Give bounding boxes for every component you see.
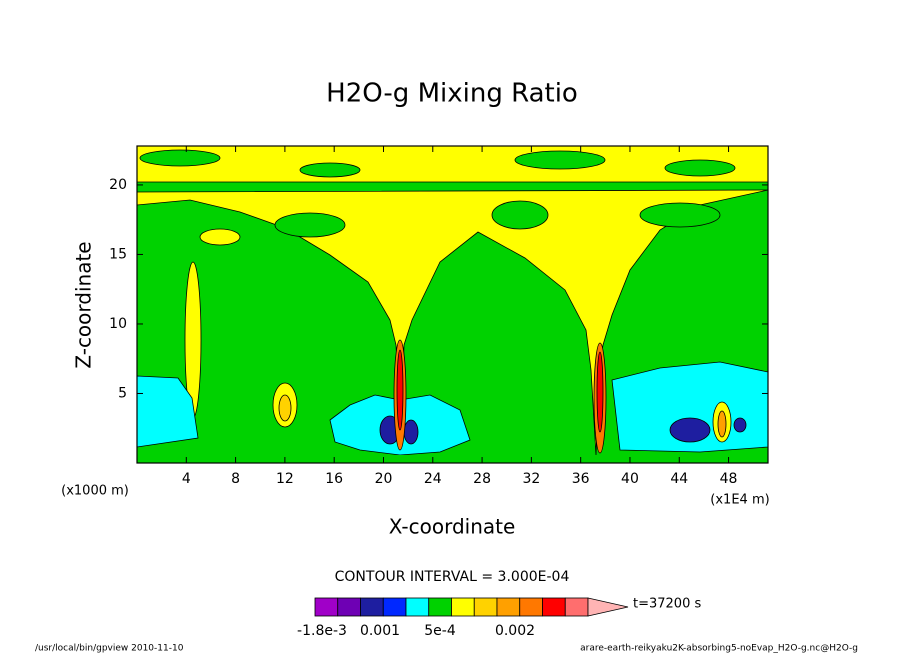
colorbar-box xyxy=(564,597,589,617)
colorbar: -1.8e-3 0.001 5e-4 0.002 xyxy=(297,597,629,639)
contour-region xyxy=(733,417,747,433)
x-tick-label: 36 xyxy=(572,471,590,487)
chart-title: H2O-g Mixing Ratio xyxy=(326,79,578,109)
colorbar-box xyxy=(519,597,543,617)
contour-region xyxy=(403,419,419,445)
contour-region xyxy=(717,410,727,438)
colorbar-arrow xyxy=(587,597,629,617)
x-tick-label: 32 xyxy=(522,471,540,487)
contour-region xyxy=(664,159,736,177)
y-unit-label: (x1000 m) xyxy=(61,484,129,499)
footer-left: /usr/local/bin/gpview 2010-11-10 xyxy=(35,644,184,654)
contour-region xyxy=(139,149,221,167)
x-tick-label: 16 xyxy=(325,471,343,487)
contour-field xyxy=(137,146,768,463)
colorbar-box xyxy=(542,597,566,617)
x-tick-label: 28 xyxy=(473,471,491,487)
colorbar-box xyxy=(405,597,430,617)
colorbar-box xyxy=(428,597,452,617)
colorbar-box xyxy=(473,597,498,617)
time-label: t=37200 s xyxy=(633,597,701,612)
x-tick-label: 24 xyxy=(424,471,442,487)
colorbar-box xyxy=(360,597,384,617)
y-tick-label: 20 xyxy=(109,177,127,193)
colorbar-label: 0.002 xyxy=(495,623,535,639)
contour-region xyxy=(491,200,549,230)
colorbar-box xyxy=(451,597,475,617)
footer-right: arare-earth-reikyaku2K-absorbing5-noEvap… xyxy=(580,644,858,654)
contour-region xyxy=(639,202,721,228)
contour-region xyxy=(137,455,768,463)
contour-interval: CONTOUR INTERVAL = 3.000E-04 xyxy=(335,569,570,585)
contour-region xyxy=(299,162,361,178)
colorbar-label: -1.8e-3 xyxy=(297,623,347,639)
colorbar-box xyxy=(382,597,407,617)
x-tick-label: 40 xyxy=(621,471,639,487)
contour-region xyxy=(137,181,768,193)
x-tick-label: 12 xyxy=(276,471,294,487)
contour-region xyxy=(669,417,711,443)
y-axis-title: Z-coordinate xyxy=(72,241,96,368)
x-unit-label: (x1E4 m) xyxy=(710,493,769,508)
colorbar-box xyxy=(337,597,361,617)
contour-region xyxy=(396,349,404,431)
colorbar-box xyxy=(496,597,521,617)
colorbar-box xyxy=(314,597,339,617)
contour-region xyxy=(137,375,199,448)
x-tick-label: 20 xyxy=(375,471,393,487)
contour-region xyxy=(514,150,606,170)
contour-region xyxy=(274,212,346,238)
plot-frame xyxy=(136,145,769,464)
x-tick-label: 44 xyxy=(670,471,688,487)
x-tick-label: 4 xyxy=(182,471,191,487)
contour-region xyxy=(596,351,604,433)
contour-region xyxy=(278,394,292,422)
x-tick-label: 48 xyxy=(720,471,738,487)
colorbar-label: 5e-4 xyxy=(424,623,456,639)
x-axis-title: X-coordinate xyxy=(389,515,516,539)
y-tick-label: 5 xyxy=(118,385,127,401)
y-tick-label: 10 xyxy=(109,316,127,332)
contour-region xyxy=(199,228,241,246)
x-tick-label: 8 xyxy=(231,471,240,487)
colorbar-label: 0.001 xyxy=(360,623,400,639)
y-tick-label: 15 xyxy=(109,246,127,262)
